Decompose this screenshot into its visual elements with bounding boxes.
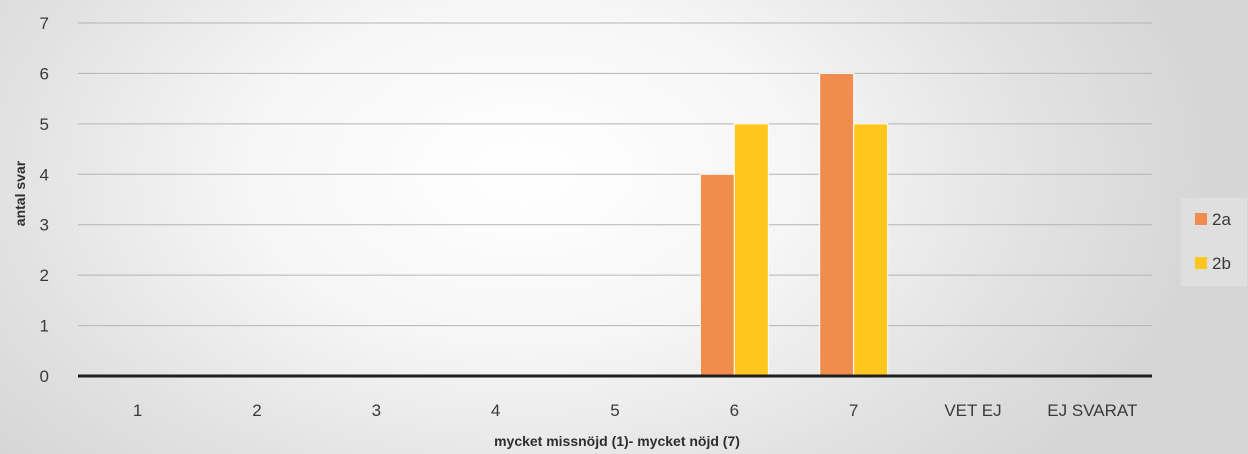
bar-2b-7 <box>853 123 889 377</box>
y-axis-title: antal svar <box>12 160 28 226</box>
legend-label-2b: 2b <box>1212 254 1231 273</box>
y-tick-label: 5 <box>40 115 49 134</box>
legend-label-2a: 2a <box>1212 210 1231 229</box>
x-tick-label: 2 <box>252 401 261 420</box>
y-axis-ticks: 0 1 2 3 4 5 6 7 <box>40 14 49 386</box>
x-axis-ticks: 1 2 3 4 5 6 7 VET EJ EJ SVARAT <box>133 401 1137 420</box>
y-tick-label: 2 <box>40 266 49 285</box>
y-tick-label: 3 <box>40 216 49 235</box>
legend-background <box>1181 198 1247 286</box>
y-tick-label: 4 <box>40 165 49 184</box>
y-tick-label: 6 <box>40 64 49 83</box>
y-tick-label: 0 <box>40 367 49 386</box>
x-tick-label: 5 <box>610 401 619 420</box>
legend-swatch-2a <box>1195 213 1207 225</box>
bar-2b-6 <box>733 123 769 377</box>
x-tick-label: 3 <box>372 401 381 420</box>
x-axis-title: mycket missnöjd (1)- mycket nöjd (7) <box>494 433 740 449</box>
bars <box>699 72 889 377</box>
legend-swatch-2b <box>1195 257 1207 269</box>
y-tick-label: 7 <box>40 14 49 33</box>
x-tick-label: EJ SVARAT <box>1047 401 1137 420</box>
y-tick-label: 1 <box>40 317 49 336</box>
x-tick-label: 7 <box>849 401 858 420</box>
gridlines <box>78 22 1152 327</box>
bar-2a-6 <box>699 173 735 377</box>
x-tick-label: VET EJ <box>944 401 1001 420</box>
x-tick-label: 1 <box>133 401 142 420</box>
legend: 2a 2b <box>1181 198 1247 286</box>
x-tick-label: 6 <box>730 401 739 420</box>
x-tick-label: 4 <box>491 401 500 420</box>
bar-2a-7 <box>819 72 855 377</box>
